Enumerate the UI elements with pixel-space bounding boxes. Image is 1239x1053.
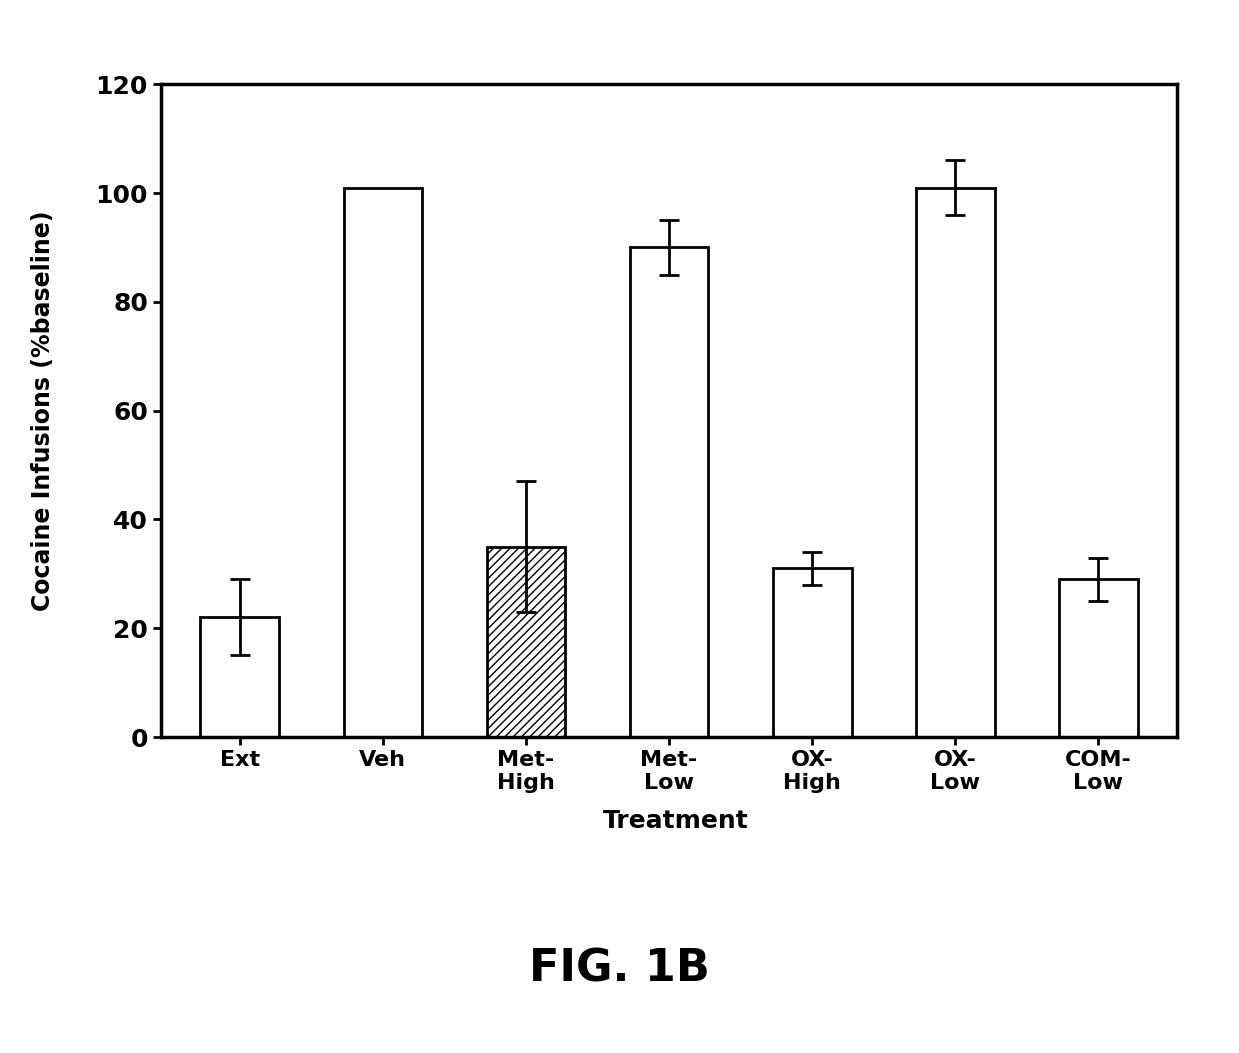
Bar xyxy=(773,569,851,737)
Bar xyxy=(916,187,995,737)
Bar xyxy=(1059,579,1137,737)
Bar xyxy=(487,547,565,737)
Text: FIG. 1B: FIG. 1B xyxy=(529,948,710,990)
Bar xyxy=(201,617,279,737)
Text: Treatment: Treatment xyxy=(602,810,748,833)
Bar xyxy=(343,187,422,737)
Bar xyxy=(629,247,709,737)
Text: Cocaine Infusions (%baseline): Cocaine Infusions (%baseline) xyxy=(31,211,56,611)
